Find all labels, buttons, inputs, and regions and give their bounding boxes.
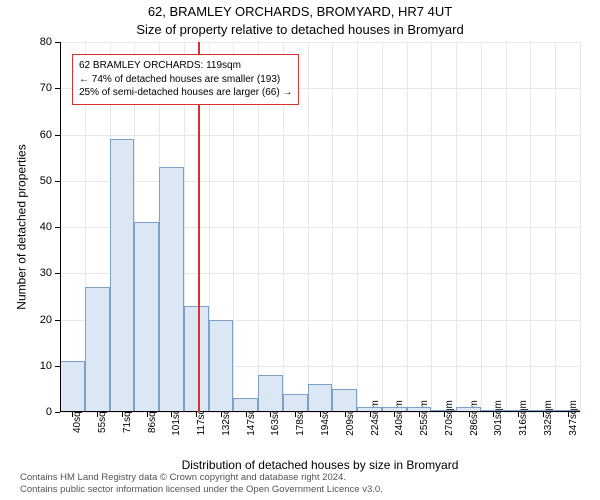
gridline-v (407, 42, 408, 412)
gridline-v (481, 42, 482, 412)
x-tick-label: 347sqm (568, 400, 579, 436)
y-tick-label: 10 (40, 360, 52, 372)
gridline-v (332, 42, 333, 412)
info-box-line: 62 BRAMLEY ORCHARDS: 119sqm (79, 59, 292, 73)
x-tick-label: 286sqm (469, 400, 480, 436)
histogram-bar (60, 361, 85, 412)
histogram-bar (134, 222, 159, 412)
y-tick-label: 80 (40, 36, 52, 48)
y-tick-label: 0 (46, 406, 52, 418)
histogram-bar (332, 389, 357, 412)
histogram-bar (85, 287, 110, 412)
histogram-plot: 0102030405060708040sqm55sqm71sqm86sqm101… (60, 42, 580, 412)
histogram-bar (184, 306, 209, 412)
y-axis-label: Number of detached properties (15, 144, 29, 309)
x-tick (370, 412, 371, 417)
y-tick-label: 30 (40, 267, 52, 279)
footer-line-2: Contains public sector information licen… (20, 484, 383, 496)
x-tick (72, 412, 73, 417)
x-tick (295, 412, 296, 417)
histogram-bar (110, 139, 135, 412)
footer-line-1: Contains HM Land Registry data © Crown c… (20, 472, 383, 484)
page-title-1: 62, BRAMLEY ORCHARDS, BROMYARD, HR7 4UT (0, 4, 600, 19)
x-axis-label: Distribution of detached houses by size … (60, 458, 580, 472)
x-tick (320, 412, 321, 417)
x-tick (171, 412, 172, 417)
histogram-bar (159, 167, 184, 412)
x-tick (518, 412, 519, 417)
y-tick-label: 60 (40, 129, 52, 141)
y-tick (55, 412, 60, 413)
gridline-v (431, 42, 432, 412)
x-tick (394, 412, 395, 417)
histogram-bar (283, 394, 308, 413)
x-tick (419, 412, 420, 417)
x-tick (493, 412, 494, 417)
x-tick-label: 301sqm (493, 400, 504, 436)
x-tick-label: 255sqm (419, 400, 430, 436)
footer-attribution: Contains HM Land Registry data © Crown c… (20, 472, 383, 496)
gridline-v (506, 42, 507, 412)
info-box-line: 25% of semi-detached houses are larger (… (79, 86, 292, 100)
gridline-v (456, 42, 457, 412)
y-tick-label: 70 (40, 82, 52, 94)
x-tick (469, 412, 470, 417)
x-tick (97, 412, 98, 417)
x-tick (122, 412, 123, 417)
x-tick (270, 412, 271, 417)
histogram-bar (233, 398, 258, 412)
y-tick-label: 50 (40, 175, 52, 187)
x-tick-label: 240sqm (394, 400, 405, 436)
x-tick-label: 224sqm (370, 400, 381, 436)
property-info-box: 62 BRAMLEY ORCHARDS: 119sqm← 74% of deta… (72, 54, 299, 105)
histogram-bar (209, 320, 234, 413)
histogram-bar (308, 384, 333, 412)
y-axis-label-container: Number of detached properties (14, 42, 30, 412)
y-tick-label: 40 (40, 221, 52, 233)
x-tick-label: 270sqm (444, 400, 455, 436)
gridline-h (60, 42, 580, 43)
x-tick-label: 332sqm (543, 400, 554, 436)
y-axis-line (60, 42, 61, 412)
x-tick (147, 412, 148, 417)
x-axis-line (60, 411, 580, 412)
x-tick (543, 412, 544, 417)
page-title-2: Size of property relative to detached ho… (0, 22, 600, 37)
gridline-v (580, 42, 581, 412)
gridline-v (530, 42, 531, 412)
histogram-bar (258, 375, 283, 412)
gridline-v (357, 42, 358, 412)
x-tick (221, 412, 222, 417)
x-tick (246, 412, 247, 417)
x-tick (568, 412, 569, 417)
x-tick (345, 412, 346, 417)
gridline-h (60, 135, 580, 136)
x-tick (444, 412, 445, 417)
gridline-h (60, 181, 580, 182)
gridline-v (382, 42, 383, 412)
x-tick-label: 316sqm (518, 400, 529, 436)
gridline-v (308, 42, 309, 412)
info-box-line: ← 74% of detached houses are smaller (19… (79, 73, 292, 87)
x-tick (196, 412, 197, 417)
y-tick-label: 20 (40, 314, 52, 326)
gridline-v (555, 42, 556, 412)
